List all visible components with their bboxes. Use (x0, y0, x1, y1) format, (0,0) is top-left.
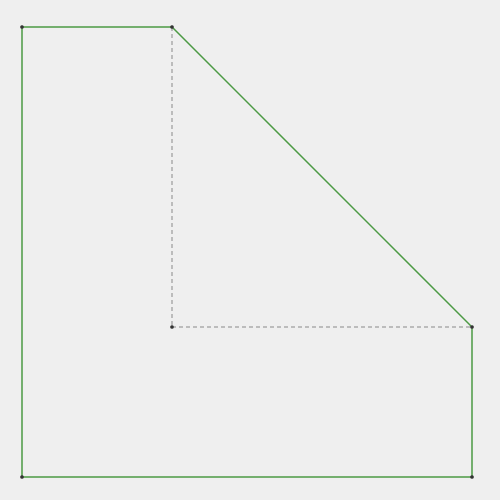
vertex-point (470, 475, 474, 479)
vertex-point (170, 25, 174, 29)
vertex-point (20, 475, 24, 479)
shape-outline (21, 26, 473, 478)
vertex-point (20, 25, 24, 29)
vertex-point (470, 325, 474, 329)
vertex-point (170, 325, 174, 329)
